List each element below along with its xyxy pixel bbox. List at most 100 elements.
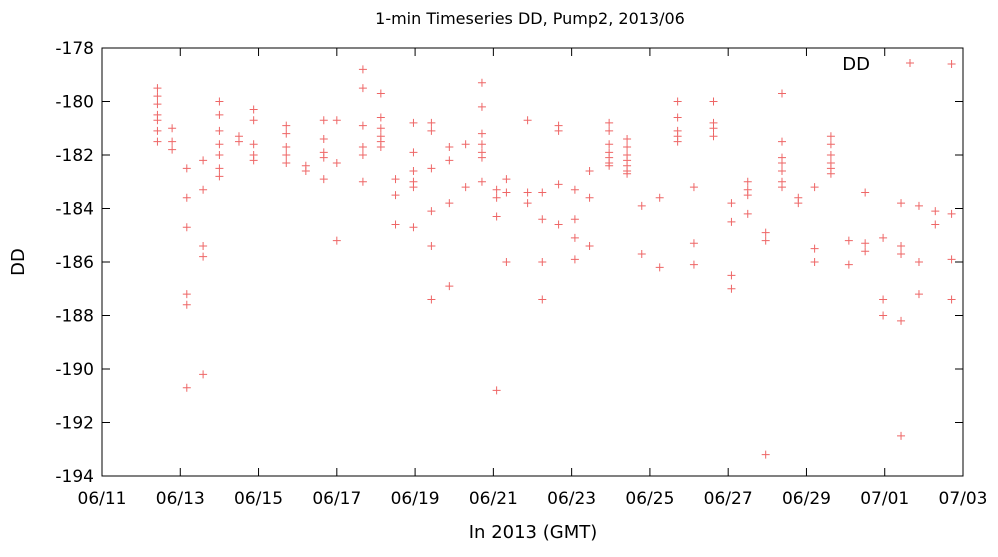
data-point xyxy=(445,282,454,291)
data-point xyxy=(409,118,418,127)
data-point xyxy=(282,151,291,159)
data-point xyxy=(931,220,940,229)
data-point xyxy=(810,244,819,253)
data-point xyxy=(727,271,736,280)
data-point xyxy=(826,132,835,141)
legend: DD xyxy=(842,54,914,75)
data-point xyxy=(215,110,224,119)
data-point xyxy=(477,153,486,162)
data-point xyxy=(376,89,385,98)
data-point xyxy=(492,193,501,202)
data-point xyxy=(689,260,698,269)
data-point xyxy=(502,258,511,266)
data-point xyxy=(153,100,162,109)
data-point xyxy=(810,258,819,266)
data-point xyxy=(538,295,547,304)
data-point xyxy=(427,118,436,127)
data-point xyxy=(199,185,208,194)
data-point xyxy=(427,295,436,304)
x-tick-label: 06/17 xyxy=(312,489,361,509)
data-point xyxy=(794,199,803,208)
x-tick-label: 07/01 xyxy=(860,489,909,509)
data-point xyxy=(570,233,579,242)
data-point xyxy=(153,92,162,101)
data-point xyxy=(409,183,418,192)
data-point xyxy=(523,116,532,125)
data-point xyxy=(826,140,835,149)
data-point xyxy=(199,156,208,165)
data-point xyxy=(391,175,400,184)
x-axis-title: In 2013 (GMT) xyxy=(469,522,598,543)
data-point xyxy=(215,126,224,135)
data-point xyxy=(897,316,906,325)
data-point xyxy=(502,175,511,184)
data-point xyxy=(234,137,243,146)
data-point xyxy=(623,142,632,151)
data-point xyxy=(826,151,835,159)
data-point xyxy=(376,124,385,133)
data-point xyxy=(605,140,614,149)
data-point xyxy=(282,121,291,130)
data-point xyxy=(727,199,736,208)
x-tick-label: 06/27 xyxy=(704,489,753,509)
data-point xyxy=(477,177,486,186)
data-point xyxy=(777,159,786,168)
data-point xyxy=(409,223,418,232)
data-point xyxy=(523,199,532,208)
y-tick-label: -188 xyxy=(55,307,94,327)
data-point xyxy=(897,249,906,258)
data-point xyxy=(427,126,436,135)
data-point xyxy=(554,180,563,189)
data-point xyxy=(777,183,786,192)
data-point xyxy=(376,113,385,122)
data-point xyxy=(709,124,718,133)
data-point xyxy=(947,295,956,304)
data-point xyxy=(673,97,682,106)
x-tick-label: 06/21 xyxy=(469,489,518,509)
data-point xyxy=(427,207,436,216)
data-point xyxy=(153,137,162,146)
data-point xyxy=(826,169,835,178)
data-point xyxy=(861,247,870,256)
data-point xyxy=(199,252,208,261)
data-point xyxy=(585,193,594,202)
data-point xyxy=(761,236,770,245)
data-point xyxy=(844,260,853,269)
data-point xyxy=(182,290,191,299)
data-point xyxy=(427,241,436,250)
chart-title: 1-min Timeseries DD, Pump2, 2013/06 xyxy=(375,9,685,28)
data-point xyxy=(358,84,367,93)
data-point xyxy=(914,290,923,299)
x-tick-label: 06/11 xyxy=(78,489,127,509)
data-point xyxy=(358,142,367,151)
x-tick-label: 06/15 xyxy=(234,489,283,509)
data-point xyxy=(673,137,682,146)
data-point xyxy=(182,193,191,202)
data-point xyxy=(879,233,888,242)
data-point xyxy=(445,199,454,208)
data-point xyxy=(301,167,310,176)
data-point xyxy=(914,201,923,210)
data-point xyxy=(445,142,454,151)
data-point xyxy=(215,151,224,159)
data-point xyxy=(409,148,418,157)
data-point xyxy=(215,164,224,173)
data-point xyxy=(182,164,191,173)
data-point xyxy=(215,97,224,106)
data-point xyxy=(637,201,646,210)
data-point xyxy=(777,137,786,146)
y-tick-label: -192 xyxy=(55,414,94,434)
data-point xyxy=(538,258,547,266)
data-point xyxy=(570,215,579,224)
data-point xyxy=(523,188,532,197)
data-point xyxy=(554,126,563,135)
data-point xyxy=(743,177,752,186)
data-point xyxy=(777,89,786,98)
data-point xyxy=(655,263,664,272)
data-point xyxy=(861,188,870,197)
data-point xyxy=(358,65,367,74)
data-point xyxy=(689,183,698,192)
data-point xyxy=(477,129,486,138)
